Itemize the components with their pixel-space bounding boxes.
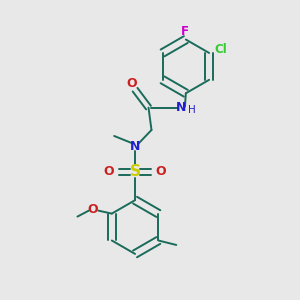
Text: O: O bbox=[156, 165, 167, 178]
Text: Cl: Cl bbox=[214, 44, 227, 56]
Text: O: O bbox=[87, 202, 98, 216]
Text: N: N bbox=[130, 140, 140, 153]
Text: F: F bbox=[181, 25, 189, 38]
Text: N: N bbox=[176, 101, 187, 114]
Text: O: O bbox=[104, 165, 114, 178]
Text: S: S bbox=[130, 164, 141, 179]
Text: H: H bbox=[188, 105, 196, 115]
Text: O: O bbox=[127, 77, 137, 90]
